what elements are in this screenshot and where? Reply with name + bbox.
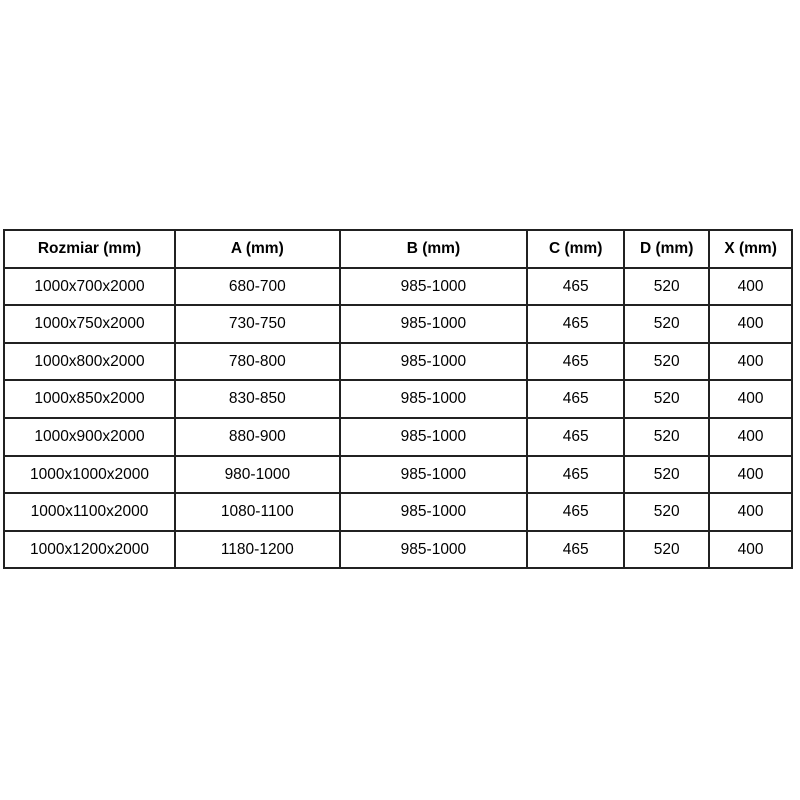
table-cell-a: 1180-1200 [173,529,341,570]
table-cell-x: 400 [708,266,793,307]
table-cell-b: 985-1000 [338,416,529,457]
table-cell-b: 985-1000 [338,492,529,532]
table-cell-c: 465 [526,492,626,532]
table-cell-a: 830-850 [173,379,341,419]
table-cell-x: 400 [708,379,793,419]
table-cell-d: 520 [623,341,711,382]
table-cell-rozmiar: 1000x750x2000 [3,304,176,344]
table-cell-c: 465 [526,341,626,382]
table-cell-b: 985-1000 [338,304,529,344]
table-cell-b: 985-1000 [338,529,529,570]
table-cell-rozmiar: 1000x850x2000 [3,379,176,419]
table-cell-b: 985-1000 [338,341,529,382]
size-spec-table-container: Rozmiar (mm) A (mm) B (mm) C (mm) D (mm)… [3,229,793,570]
table-cell-x: 400 [708,304,793,344]
table-cell-d: 520 [623,416,711,457]
table-cell-a: 730-750 [173,304,341,344]
table-cell-rozmiar: 1000x800x2000 [3,341,176,382]
column-header-b: B (mm) [338,229,529,269]
column-header-rozmiar: Rozmiar (mm) [3,229,176,269]
table-cell-d: 520 [623,379,711,419]
table-cell-c: 465 [526,266,626,307]
column-header-x: X (mm) [708,229,793,269]
table-cell-c: 465 [526,454,626,495]
table-cell-a: 680-700 [173,266,341,307]
table-cell-rozmiar: 1000x1000x2000 [3,454,176,495]
table-cell-b: 985-1000 [338,379,529,419]
table-cell-b: 985-1000 [338,454,529,495]
table-row: 1000x800x2000 780-800 985-1000 465 520 4… [3,341,793,382]
table-cell-c: 465 [526,529,626,570]
table-cell-b: 985-1000 [338,266,529,307]
table-cell-c: 465 [526,416,626,457]
table-row: 1000x850x2000 830-850 985-1000 465 520 4… [3,379,793,419]
table-row: 1000x700x2000 680-700 985-1000 465 520 4… [3,266,793,307]
table-row: 1000x1200x2000 1180-1200 985-1000 465 52… [3,529,793,570]
table-cell-c: 465 [526,304,626,344]
table-cell-d: 520 [623,266,711,307]
table-cell-a: 880-900 [173,416,341,457]
table-row: 1000x750x2000 730-750 985-1000 465 520 4… [3,304,793,344]
table-cell-a: 980-1000 [173,454,341,495]
table-cell-x: 400 [708,454,793,495]
table-cell-d: 520 [623,492,711,532]
table-cell-x: 400 [708,341,793,382]
table-cell-x: 400 [708,492,793,532]
size-spec-table: Rozmiar (mm) A (mm) B (mm) C (mm) D (mm)… [3,229,793,570]
table-cell-d: 520 [623,304,711,344]
table-cell-rozmiar: 1000x1200x2000 [3,529,176,570]
table-header-row: Rozmiar (mm) A (mm) B (mm) C (mm) D (mm)… [3,229,793,269]
table-cell-rozmiar: 1000x1100x2000 [3,492,176,532]
table-cell-x: 400 [708,529,793,570]
table-cell-rozmiar: 1000x900x2000 [3,416,176,457]
table-cell-rozmiar: 1000x700x2000 [3,266,176,307]
table-cell-d: 520 [623,454,711,495]
table-row: 1000x1000x2000 980-1000 985-1000 465 520… [3,454,793,495]
table-cell-d: 520 [623,529,711,570]
table-row: 1000x900x2000 880-900 985-1000 465 520 4… [3,416,793,457]
table-row: 1000x1100x2000 1080-1100 985-1000 465 52… [3,492,793,532]
column-header-c: C (mm) [526,229,626,269]
table-cell-c: 465 [526,379,626,419]
column-header-a: A (mm) [173,229,341,269]
table-cell-a: 780-800 [173,341,341,382]
table-cell-x: 400 [708,416,793,457]
column-header-d: D (mm) [623,229,711,269]
table-cell-a: 1080-1100 [173,492,341,532]
